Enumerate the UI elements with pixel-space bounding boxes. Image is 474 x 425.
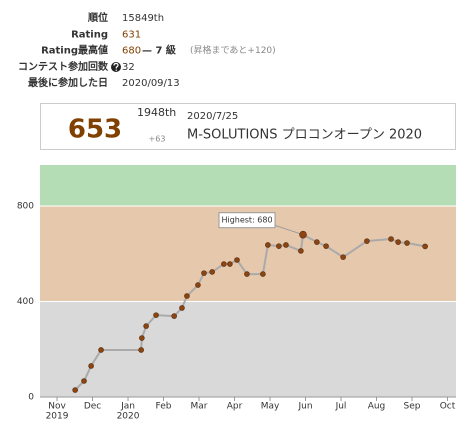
rating-point — [171, 313, 177, 319]
rating-band — [40, 165, 456, 207]
rating-point — [283, 242, 289, 248]
profile-label: Rating — [71, 29, 108, 40]
x-tick-label: Sep — [404, 402, 421, 412]
profile-value: 2020/09/13 — [122, 78, 180, 89]
rating-point — [98, 347, 104, 353]
rating-point — [298, 248, 304, 254]
rating-point — [201, 270, 207, 276]
rating-point — [184, 293, 190, 299]
profile-label: コンテスト参加回数 — [18, 60, 109, 73]
rating-point — [299, 230, 307, 239]
rating-point — [143, 323, 149, 329]
rating-point — [234, 257, 240, 263]
rating-point — [209, 269, 215, 275]
highlight-diff: +63 — [149, 135, 166, 144]
annotation-box — [218, 212, 276, 229]
x-tick-label: Dec — [84, 402, 101, 412]
rating-point — [195, 282, 201, 288]
profile-grade: — 7 級 — [142, 44, 176, 57]
profile-value: 680 — [122, 46, 141, 57]
rating-point — [138, 347, 144, 353]
highlight-rating: 653 — [68, 115, 122, 145]
x-tick-year: 2019 — [46, 412, 69, 422]
y-tick-label: 800 — [17, 202, 34, 212]
rating-point — [276, 243, 282, 249]
x-tick-label: Oct — [440, 402, 456, 412]
rating-point — [404, 240, 410, 246]
rating-point — [81, 378, 87, 384]
rating-point — [72, 387, 78, 393]
rating-point — [388, 236, 394, 242]
x-tick-label: Jul — [335, 402, 347, 412]
profile-label: Rating最高値 — [41, 44, 108, 57]
rating-point — [139, 335, 145, 341]
profile-value: 631 — [122, 29, 141, 40]
rating-point — [153, 312, 159, 318]
x-tick-label: Jan — [120, 402, 135, 412]
profile-note: (昇格まであと+120) — [190, 44, 276, 56]
highlight-rank: 1948th — [137, 106, 176, 119]
profile: 順位 15849th Rating 631 Rating最高値 680— 7 級 (昇格まで… — [18, 11, 276, 89]
rating-point — [244, 271, 250, 277]
rating-point — [422, 243, 428, 250]
x-tick-year: 2020 — [117, 412, 140, 422]
rating-point — [340, 254, 346, 260]
help-icon[interactable] — [111, 62, 121, 72]
rating-point — [260, 271, 266, 277]
rating-point — [323, 243, 329, 249]
profile-label: 最後に参加した日 — [28, 76, 108, 89]
annotation: Highest: 680 — [221, 216, 272, 225]
profile-value: 32 — [122, 62, 135, 73]
rating-point — [314, 239, 320, 245]
rating-point — [265, 242, 271, 248]
highlight-date: 2020/7/25 — [187, 111, 238, 122]
x-tick-label: May — [261, 402, 280, 412]
x-tick-label: Mar — [191, 402, 208, 412]
x-tick-label: Jun — [297, 402, 312, 412]
profile-label: 順位 — [87, 11, 108, 24]
x-tick-label: Aug — [368, 402, 386, 412]
rating-point — [88, 363, 94, 369]
rating-point — [221, 261, 227, 267]
y-tick-label: 400 — [17, 297, 34, 307]
x-tick-label: Apr — [227, 402, 243, 412]
x-tick-label: Feb — [156, 402, 172, 412]
x-tick-label: Nov — [48, 402, 66, 412]
rating-point — [395, 239, 401, 245]
profile-value: 15849th — [122, 13, 164, 24]
rating-point — [179, 305, 185, 311]
highlight-contest: M-SOLUTIONS プロコンオープン 2020 — [187, 128, 422, 143]
rating-point — [227, 261, 233, 267]
rating-point — [364, 238, 370, 244]
highlight-box — [40, 103, 456, 150]
y-tick-label: 0 — [28, 393, 34, 403]
annotation-line — [272, 224, 304, 236]
